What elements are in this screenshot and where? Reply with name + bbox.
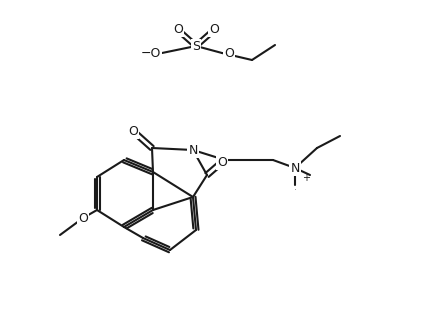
Text: S: S <box>192 40 200 53</box>
Text: O: O <box>128 125 138 138</box>
Text: N: N <box>290 162 300 175</box>
Text: M: M <box>294 200 296 201</box>
Text: M: M <box>294 188 296 189</box>
Text: O: O <box>224 46 234 60</box>
Text: M: M <box>298 184 299 185</box>
Text: O: O <box>217 155 227 168</box>
Text: +: + <box>302 173 310 183</box>
Text: O: O <box>78 211 88 225</box>
Text: −O: −O <box>141 46 161 60</box>
Text: O: O <box>173 23 183 36</box>
Text: N: N <box>188 143 198 156</box>
Text: O: O <box>209 23 219 36</box>
